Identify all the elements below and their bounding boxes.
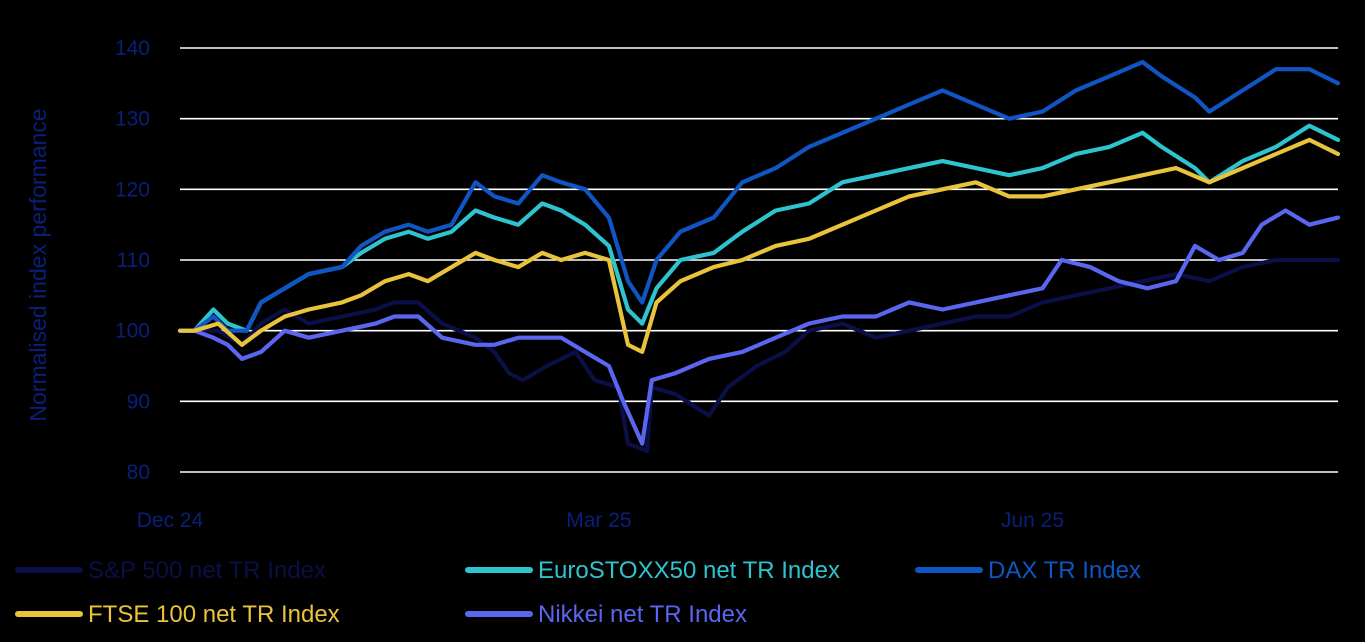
series-lines (180, 62, 1338, 451)
x-tick-label: Mar 25 (566, 509, 631, 532)
y-tick-label: 120 (115, 178, 150, 201)
legend-label: DAX TR Index (988, 557, 1141, 584)
legend-label: EuroSTOXX50 net TR Index (538, 557, 840, 584)
y-tick-label: 140 (115, 37, 150, 60)
legend-label: S&P 500 net TR Index (88, 557, 326, 584)
y-tick-label: 110 (117, 249, 150, 272)
legend-label: FTSE 100 net TR Index (88, 601, 340, 628)
x-tick-label: Dec 24 (137, 509, 204, 532)
y-tick-label: 90 (127, 390, 150, 413)
y-tick-label: 130 (115, 108, 150, 131)
y-tick-label: 80 (127, 461, 150, 484)
series-line-4 (180, 140, 1338, 352)
y-tick-label: 100 (115, 320, 150, 343)
legend: S&P 500 net TR Index EuroSTOXX50 net TR I… (18, 557, 1141, 628)
series-line-3 (180, 62, 1338, 331)
series-line-5 (180, 211, 1338, 444)
series-line-1 (180, 260, 1338, 451)
legend-label: Nikkei net TR Index (538, 601, 747, 628)
x-axis-ticks: Dec 24 Mar 25 Jun 25 (137, 509, 1064, 532)
y-axis-ticks: 80 90 100 110 120 130 140 (115, 37, 150, 484)
y-axis-label: Normalised index performance (25, 108, 51, 421)
x-tick-label: Jun 25 (1001, 509, 1064, 532)
